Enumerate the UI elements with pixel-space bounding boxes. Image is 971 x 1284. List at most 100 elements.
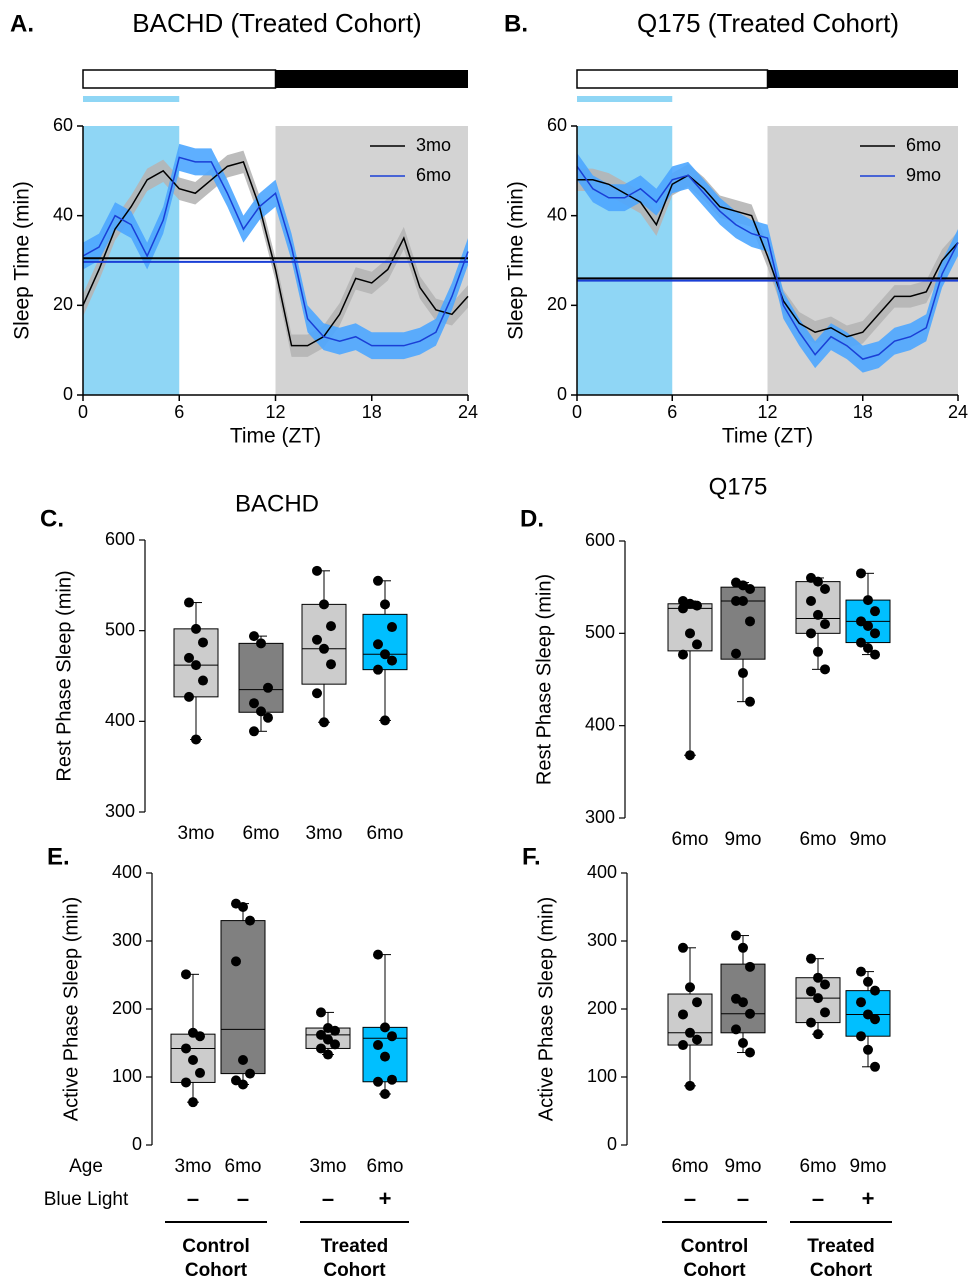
data-point <box>731 930 741 941</box>
y-axis-label: Active Phase Sleep (min) <box>535 897 557 1122</box>
y-tick-label: 600 <box>105 529 135 549</box>
blue-light-bar <box>577 96 673 102</box>
data-point <box>692 1034 702 1045</box>
data-point <box>692 600 702 611</box>
data-point <box>195 1067 205 1078</box>
data-point <box>738 997 748 1008</box>
data-point <box>188 1055 198 1065</box>
data-point <box>330 1039 340 1050</box>
data-point <box>373 1040 383 1051</box>
data-point <box>373 639 383 650</box>
data-point <box>813 646 823 657</box>
data-point <box>319 643 329 654</box>
group-label: Treated <box>321 1236 389 1257</box>
data-point <box>870 606 880 617</box>
data-point <box>745 616 755 627</box>
data-point <box>195 1031 205 1042</box>
category-label: 6mo <box>367 1156 404 1177</box>
y-tick-label: 60 <box>547 115 567 135</box>
error-band <box>83 150 468 357</box>
data-point <box>678 942 688 953</box>
y-axis-label: Active Phase Sleep (min) <box>60 897 82 1122</box>
y-tick-label: 0 <box>63 384 73 404</box>
data-point <box>249 631 259 642</box>
y-tick-label: 0 <box>132 1134 142 1154</box>
data-point <box>820 1007 830 1018</box>
y-tick-label: 0 <box>607 1134 617 1154</box>
group-label: Cohort <box>683 1260 746 1281</box>
box <box>238 642 284 713</box>
data-point <box>319 599 329 610</box>
data-point <box>181 969 191 980</box>
chart-title: Q175 (Treated Cohort) <box>637 8 899 38</box>
data-point <box>238 902 248 912</box>
data-point <box>316 1029 326 1040</box>
data-point <box>380 649 390 660</box>
data-point <box>198 675 208 686</box>
data-point <box>380 1022 390 1033</box>
legend-label: 6mo <box>416 165 451 185</box>
data-point <box>678 1009 688 1020</box>
data-point <box>745 696 755 707</box>
data-point <box>856 1031 866 1042</box>
data-point <box>731 596 741 607</box>
data-point <box>856 966 866 977</box>
data-point <box>738 942 748 953</box>
data-point <box>870 985 880 996</box>
data-point <box>685 1080 695 1091</box>
data-point <box>256 706 266 717</box>
category-label: 6mo <box>243 823 280 844</box>
y-tick-label: 40 <box>547 204 567 224</box>
category-label: 9mo <box>725 1156 762 1177</box>
category-label: 6mo <box>225 1156 262 1177</box>
data-point <box>373 1076 383 1087</box>
data-point <box>387 1031 397 1042</box>
data-point <box>231 956 241 967</box>
data-point <box>813 576 823 587</box>
x-tick-label: 6 <box>667 402 677 422</box>
y-tick-label: 300 <box>112 930 142 950</box>
light-bar <box>576 69 769 89</box>
category-label: 6mo <box>367 823 404 844</box>
data-point <box>820 664 830 675</box>
data-point <box>745 584 755 595</box>
data-point <box>245 1068 255 1079</box>
data-point <box>806 1017 816 1028</box>
chart-title: BACHD (Treated Cohort) <box>132 8 421 38</box>
data-point <box>813 1029 823 1040</box>
x-tick-label: 0 <box>78 402 88 422</box>
series-line <box>576 165 959 360</box>
data-point <box>685 982 695 993</box>
data-point <box>685 750 695 761</box>
y-tick-label: 300 <box>585 807 615 827</box>
data-point <box>863 595 873 606</box>
box <box>220 920 266 1075</box>
data-point <box>198 637 208 648</box>
data-point <box>856 997 866 1008</box>
data-point <box>863 976 873 987</box>
y-tick-label: 400 <box>587 862 617 882</box>
data-point <box>184 652 194 663</box>
blue-light-label: – <box>187 1186 199 1211</box>
data-point <box>870 649 880 660</box>
data-point <box>312 688 322 699</box>
data-point <box>731 1024 741 1035</box>
data-point <box>685 628 695 639</box>
y-tick-label: 20 <box>547 294 567 314</box>
data-point <box>312 634 322 645</box>
data-point <box>191 623 201 634</box>
y-tick-label: 100 <box>112 1066 142 1086</box>
legend-label: 3mo <box>416 135 451 155</box>
data-point <box>678 603 688 614</box>
data-point <box>738 596 748 607</box>
data-point <box>731 648 741 659</box>
y-tick-label: 300 <box>105 801 135 821</box>
data-point <box>249 726 259 737</box>
data-point <box>806 628 816 639</box>
panel-label: A. <box>10 10 34 37</box>
y-tick-label: 0 <box>557 384 567 404</box>
panel-label: F. <box>522 843 541 870</box>
category-label: 3mo <box>306 823 343 844</box>
y-tick-label: 400 <box>105 710 135 730</box>
